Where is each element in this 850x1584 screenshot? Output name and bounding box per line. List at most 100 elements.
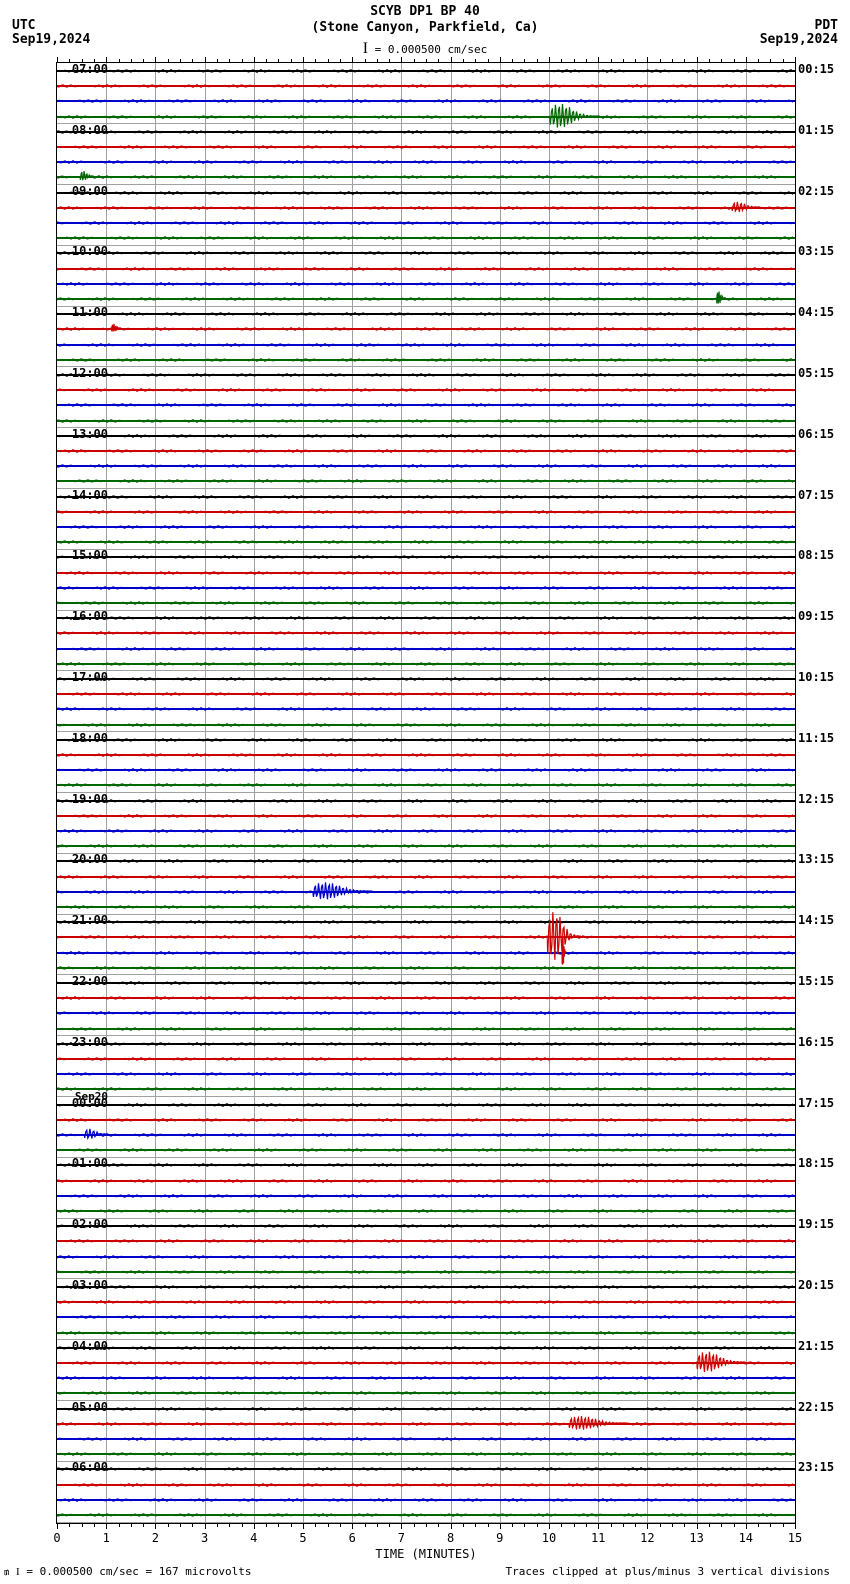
gridline-horizontal: [57, 366, 795, 367]
x-tick-top: [303, 57, 304, 63]
x-tick-label: 8: [447, 1531, 454, 1545]
seismic-trace: [57, 344, 795, 346]
utc-time-label: 11:00: [72, 305, 108, 319]
seismic-trace: [57, 116, 795, 118]
gridline-horizontal: [57, 1400, 795, 1401]
x-tick-label: 0: [53, 1531, 60, 1545]
gridline-horizontal: [57, 610, 795, 611]
seismic-trace: [57, 724, 795, 726]
x-tick-top: [205, 57, 206, 63]
x-tick-label: 13: [689, 1531, 703, 1545]
seismic-event: [569, 1415, 628, 1431]
seismic-trace: [57, 252, 795, 254]
x-minor-tick-top: [488, 59, 489, 63]
seismic-trace: [57, 1164, 795, 1166]
seismic-event: [716, 290, 726, 306]
pdt-time-label: 03:15: [798, 244, 834, 258]
x-minor-tick: [168, 1523, 169, 1527]
seismic-trace: [57, 541, 795, 543]
seismic-trace: [57, 1180, 795, 1182]
seismic-trace: [57, 298, 795, 300]
x-minor-tick-top: [414, 59, 415, 63]
x-tick-label: 6: [349, 1531, 356, 1545]
seismic-trace: [57, 967, 795, 969]
x-minor-tick: [82, 1523, 83, 1527]
x-minor-tick: [143, 1523, 144, 1527]
x-minor-tick: [69, 1523, 70, 1527]
x-minor-tick-top: [586, 59, 587, 63]
seismic-trace: [57, 176, 795, 178]
gridline-horizontal: [57, 427, 795, 428]
seismic-trace: [57, 480, 795, 482]
utc-time-label: 12:00: [72, 366, 108, 380]
x-minor-tick-top: [512, 59, 513, 63]
x-minor-tick-top: [217, 59, 218, 63]
gridline-horizontal: [57, 549, 795, 550]
seismic-trace: [57, 100, 795, 102]
seismic-trace: [57, 602, 795, 604]
x-tick: [57, 1523, 58, 1529]
pdt-time-label: 13:15: [798, 852, 834, 866]
seismic-trace: [57, 161, 795, 163]
utc-time-label: 10:00: [72, 244, 108, 258]
gridline-horizontal: [57, 914, 795, 915]
x-tick: [401, 1523, 402, 1529]
pdt-time-label: 22:15: [798, 1400, 834, 1414]
seismic-trace: [57, 1499, 795, 1501]
x-minor-tick: [328, 1523, 329, 1527]
seismic-event: [561, 934, 566, 970]
seismic-trace: [57, 237, 795, 239]
seismic-event: [549, 102, 598, 130]
seismic-trace: [57, 146, 795, 148]
x-minor-tick-top: [783, 59, 784, 63]
seismic-trace: [57, 1240, 795, 1242]
x-minor-tick-top: [340, 59, 341, 63]
seismic-trace: [57, 678, 795, 680]
x-minor-tick-top: [611, 59, 612, 63]
utc-time-label: 18:00: [72, 731, 108, 745]
x-minor-tick-top: [131, 59, 132, 63]
x-minor-tick: [426, 1523, 427, 1527]
seismic-event: [313, 881, 372, 901]
seismic-trace: [57, 830, 795, 832]
x-minor-tick: [266, 1523, 267, 1527]
x-minor-tick-top: [278, 59, 279, 63]
seismic-trace: [57, 374, 795, 376]
pdt-time-label: 05:15: [798, 366, 834, 380]
utc-time-label: 19:00: [72, 792, 108, 806]
seismic-trace: [57, 1362, 795, 1364]
x-minor-tick-top: [709, 59, 710, 63]
seismic-trace: [57, 952, 795, 954]
seismic-trace: [57, 1392, 795, 1394]
x-tick-top: [697, 57, 698, 63]
seismic-trace: [57, 389, 795, 391]
x-minor-tick-top: [758, 59, 759, 63]
timezone-right: PDT: [815, 18, 838, 33]
x-minor-tick-top: [365, 59, 366, 63]
seismogram-plot: TIME (MINUTES) 0123456789101112131415: [56, 62, 796, 1524]
x-minor-tick-top: [229, 59, 230, 63]
seismic-trace: [57, 1028, 795, 1030]
x-tick-label: 15: [788, 1531, 802, 1545]
gridline-horizontal: [57, 1157, 795, 1158]
footer-clip-note: Traces clipped at plus/minus 3 vertical …: [505, 1565, 830, 1578]
x-minor-tick-top: [770, 59, 771, 63]
x-minor-tick: [377, 1523, 378, 1527]
seismic-trace: [57, 1012, 795, 1014]
x-tick-top: [500, 57, 501, 63]
x-minor-tick: [586, 1523, 587, 1527]
seismic-trace: [57, 1514, 795, 1516]
timezone-left: UTC: [12, 18, 35, 33]
x-minor-tick: [660, 1523, 661, 1527]
pdt-time-label: 01:15: [798, 123, 834, 137]
x-minor-tick-top: [537, 59, 538, 63]
utc-time-label: 13:00: [72, 427, 108, 441]
x-minor-tick: [278, 1523, 279, 1527]
seismic-trace: [57, 222, 795, 224]
gridline-horizontal: [57, 670, 795, 671]
utc-time-label: 22:00: [72, 974, 108, 988]
pdt-time-label: 10:15: [798, 670, 834, 684]
x-minor-tick: [488, 1523, 489, 1527]
seismic-trace: [57, 784, 795, 786]
seismic-trace: [57, 906, 795, 908]
